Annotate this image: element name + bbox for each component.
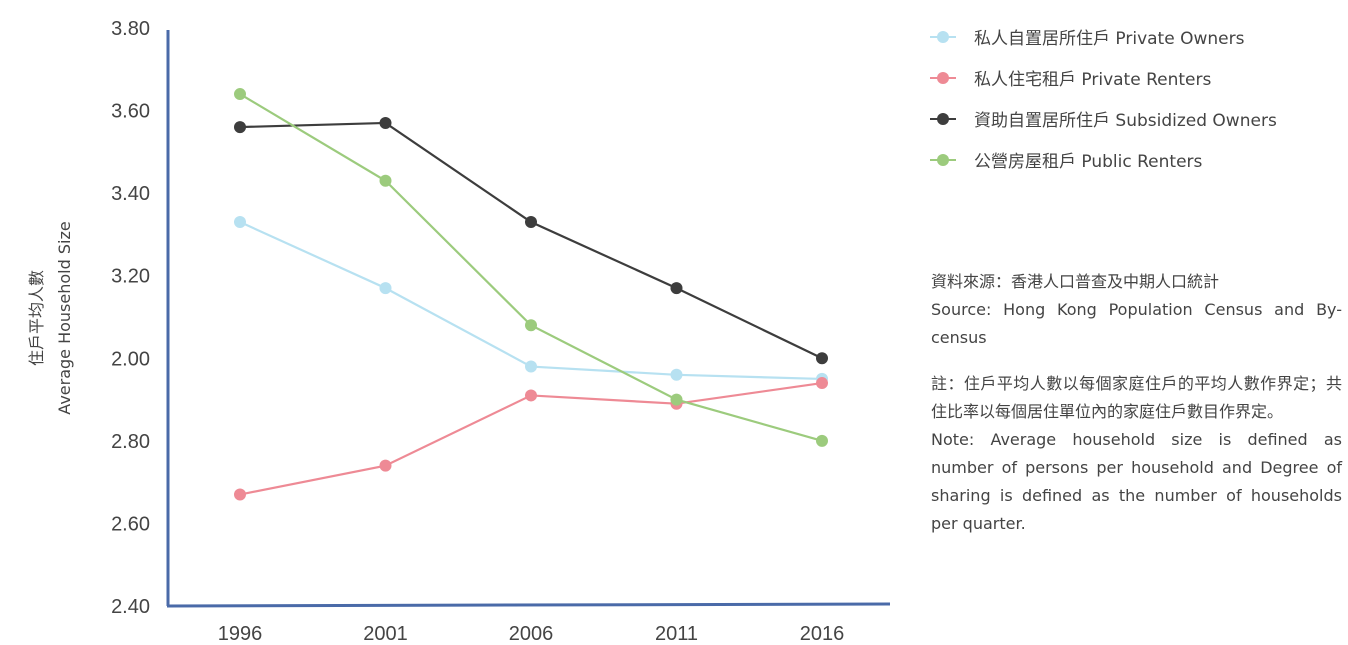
- data-point: [816, 352, 828, 365]
- data-point: [525, 319, 537, 332]
- data-point: [525, 389, 537, 402]
- legend-item-subsidized-owners: 資助自置居所住戶 Subsidized Owners: [928, 98, 1277, 139]
- legend-label: 公營房屋租戶 Public Renters: [974, 152, 1203, 172]
- legend-item-private-owners: 私人自置居所住戶 Private Owners: [928, 16, 1277, 57]
- notes-panel: 資料來源：香港人口普查及中期人口統計 Source: Hong Kong Pop…: [931, 268, 1342, 538]
- series-0: [234, 216, 828, 385]
- series-3: [234, 88, 828, 447]
- data-point: [379, 282, 392, 295]
- series-line: [239, 93, 823, 442]
- legend-label: 私人住宅租戶 Private Renters: [974, 70, 1212, 90]
- x-axis-line: [166, 602, 891, 608]
- data-point: [816, 434, 828, 447]
- data-point: [670, 393, 683, 406]
- legend-label: 資助自置居所住戶 Subsidized Owners: [974, 111, 1277, 131]
- legend: 私人自置居所住戶 Private Owners 私人住宅租戶 Private R…: [928, 16, 1277, 180]
- data-point: [670, 368, 683, 381]
- data-point: [379, 174, 392, 187]
- y-tick-label: 2.00: [111, 348, 150, 370]
- y-tick-label: 3.40: [111, 183, 150, 205]
- x-axis-ticks: 1996 2001 2006 2011 2016: [218, 623, 845, 645]
- data-point: [234, 88, 246, 101]
- y-tick-label: 3.20: [111, 266, 150, 288]
- series-layer: [234, 88, 828, 501]
- series-1: [234, 377, 828, 501]
- legend-swatch-icon: [928, 112, 958, 126]
- data-point: [234, 216, 246, 229]
- data-point: [234, 121, 246, 134]
- legend-item-private-renters: 私人住宅租戶 Private Renters: [928, 57, 1277, 98]
- x-tick-label: 1996: [218, 623, 263, 645]
- series-2: [234, 116, 828, 365]
- y-axis-title-en: Average Household Size: [55, 221, 74, 414]
- y-axis-ticks: 3.80 3.60 3.40 3.20 2.00 2.80 2.60 2.40: [111, 18, 150, 618]
- source-text-en: Source: Hong Kong Population Census and …: [931, 300, 1342, 347]
- x-tick-label: 2016: [800, 623, 845, 645]
- legend-label: 私人自置居所住戶 Private Owners: [974, 29, 1245, 49]
- source-text-zh: 資料來源：香港人口普查及中期人口統計: [931, 272, 1220, 291]
- note-text-zh: 註：住戶平均人數以每個家庭住戶的平均人數作界定；共住比率以每個居住單位內的家庭住…: [931, 374, 1342, 421]
- line-chart: 3.80 3.60 3.40 3.20 2.00 2.80 2.60 2.40 1996 200…: [27, 18, 891, 645]
- data-point: [525, 216, 537, 229]
- series-line: [239, 221, 823, 381]
- legend-swatch-icon: [928, 153, 958, 167]
- data-point: [234, 488, 246, 501]
- x-tick-label: 2006: [509, 623, 554, 645]
- y-tick-label: 2.80: [111, 431, 150, 453]
- x-tick-label: 2011: [655, 623, 698, 645]
- x-tick-label: 2001: [363, 623, 408, 645]
- data-point: [379, 459, 392, 472]
- y-tick-label: 2.60: [111, 513, 150, 535]
- data-point: [379, 116, 392, 129]
- y-tick-label: 2.40: [111, 596, 150, 618]
- y-tick-label: 3.60: [111, 101, 150, 123]
- note-text-en: Note: Average household size is defined …: [931, 430, 1342, 533]
- data-point: [525, 360, 537, 373]
- data-point: [670, 282, 683, 295]
- legend-swatch-icon: [928, 30, 958, 44]
- legend-item-public-renters: 公營房屋租戶 Public Renters: [928, 139, 1277, 180]
- data-point: [816, 377, 828, 390]
- y-axis-title-zh: 住戶平均人數: [27, 270, 46, 366]
- legend-swatch-icon: [928, 71, 958, 85]
- y-tick-label: 3.80: [111, 18, 150, 40]
